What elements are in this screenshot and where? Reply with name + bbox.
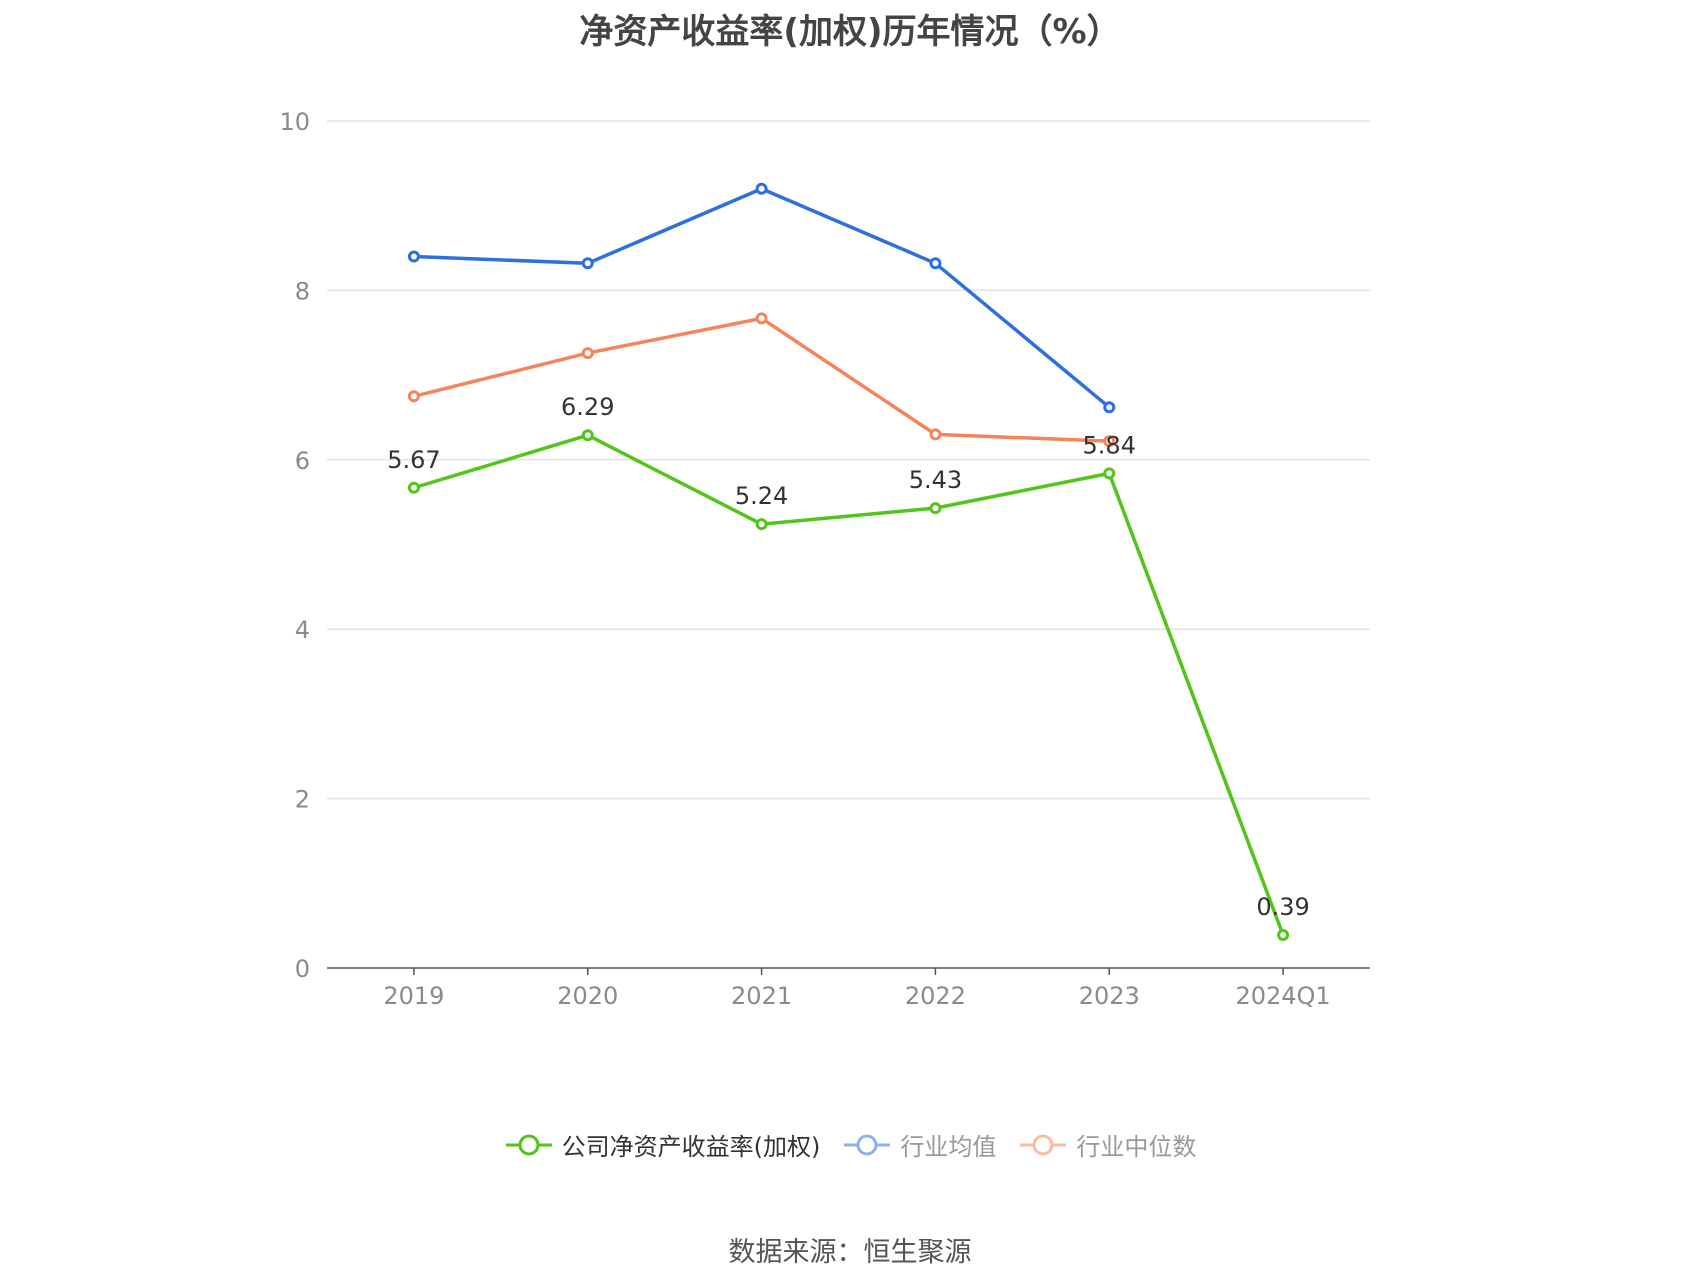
legend-label-company: 公司净资产收益率(加权) <box>561 1133 821 1161</box>
x-tick-label: 2024Q1 <box>1235 982 1330 1010</box>
data-label: 5.67 <box>387 446 440 474</box>
y-tick-label: 8 <box>295 277 310 305</box>
data-point <box>407 481 420 494</box>
data-point <box>755 518 768 531</box>
y-tick-label: 6 <box>295 447 310 475</box>
chart-title: 净资产收益率(加权)历年情况（%） <box>579 12 1121 52</box>
data-label: 6.29 <box>561 393 614 421</box>
data-point <box>1103 435 1116 448</box>
y-tick-label: 4 <box>295 616 310 644</box>
legend-marker-industry-mean-icon <box>844 1134 891 1155</box>
data-point <box>581 347 594 360</box>
data-label: 5.24 <box>735 482 788 510</box>
legend-marker-company-icon <box>505 1134 552 1155</box>
series-line <box>413 433 1285 936</box>
y-tick-label: 10 <box>279 108 310 136</box>
data-label: 5.43 <box>909 466 962 494</box>
y-tick-label: 2 <box>295 786 310 814</box>
x-tick-label: 2022 <box>905 982 966 1010</box>
data-source-note: 数据来源：恒生聚源 <box>728 1237 972 1268</box>
data-labels: 5.67 6.29 5.24 5.43 5.84 0.39 <box>387 393 1310 921</box>
legend-marker-industry-median-icon <box>1020 1134 1067 1155</box>
data-point <box>929 257 942 270</box>
data-point <box>581 257 594 270</box>
x-tick-label: 2021 <box>731 982 792 1010</box>
data-label: 5.84 <box>1083 431 1136 459</box>
legend-label-industry-median: 行业中位数 <box>1076 1133 1197 1161</box>
x-tick-label: 2023 <box>1079 982 1140 1010</box>
legend-item-company[interactable]: 公司净资产收益率(加权) <box>504 1127 821 1162</box>
series-line <box>413 316 1110 443</box>
y-tick-label: 0 <box>295 955 310 983</box>
data-point <box>407 390 420 403</box>
data-label: 0.39 <box>1256 893 1309 921</box>
data-point <box>1277 928 1290 941</box>
data-point <box>929 428 942 441</box>
legend-item-industry-median[interactable]: 行业中位数 <box>1018 1127 1196 1162</box>
data-point <box>1103 467 1116 480</box>
series-line <box>413 187 1111 409</box>
axes: 0 2 4 6 8 10 2019 2020 2021 2022 2023 2024Q1 <box>279 108 1370 1010</box>
line-chart: 0 2 4 6 8 10 2019 2020 2021 2022 2023 2024Q1 5.67 6.… <box>279 108 1370 1010</box>
data-point <box>755 182 768 195</box>
data-point <box>755 312 768 325</box>
data-point <box>929 502 942 515</box>
x-tick-label: 2019 <box>383 982 444 1010</box>
data-point <box>407 250 420 263</box>
grid-lines <box>327 120 1370 800</box>
x-tick-label: 2020 <box>557 982 618 1010</box>
legend-item-industry-mean[interactable]: 行业均值 <box>842 1127 996 1162</box>
legend: 公司净资产收益率(加权) 行业均值 行业中位数 <box>0 1127 1700 1162</box>
legend-label-industry-mean: 行业均值 <box>900 1133 997 1161</box>
data-point <box>1103 401 1116 414</box>
series-layer <box>407 182 1290 941</box>
data-point <box>581 429 594 442</box>
